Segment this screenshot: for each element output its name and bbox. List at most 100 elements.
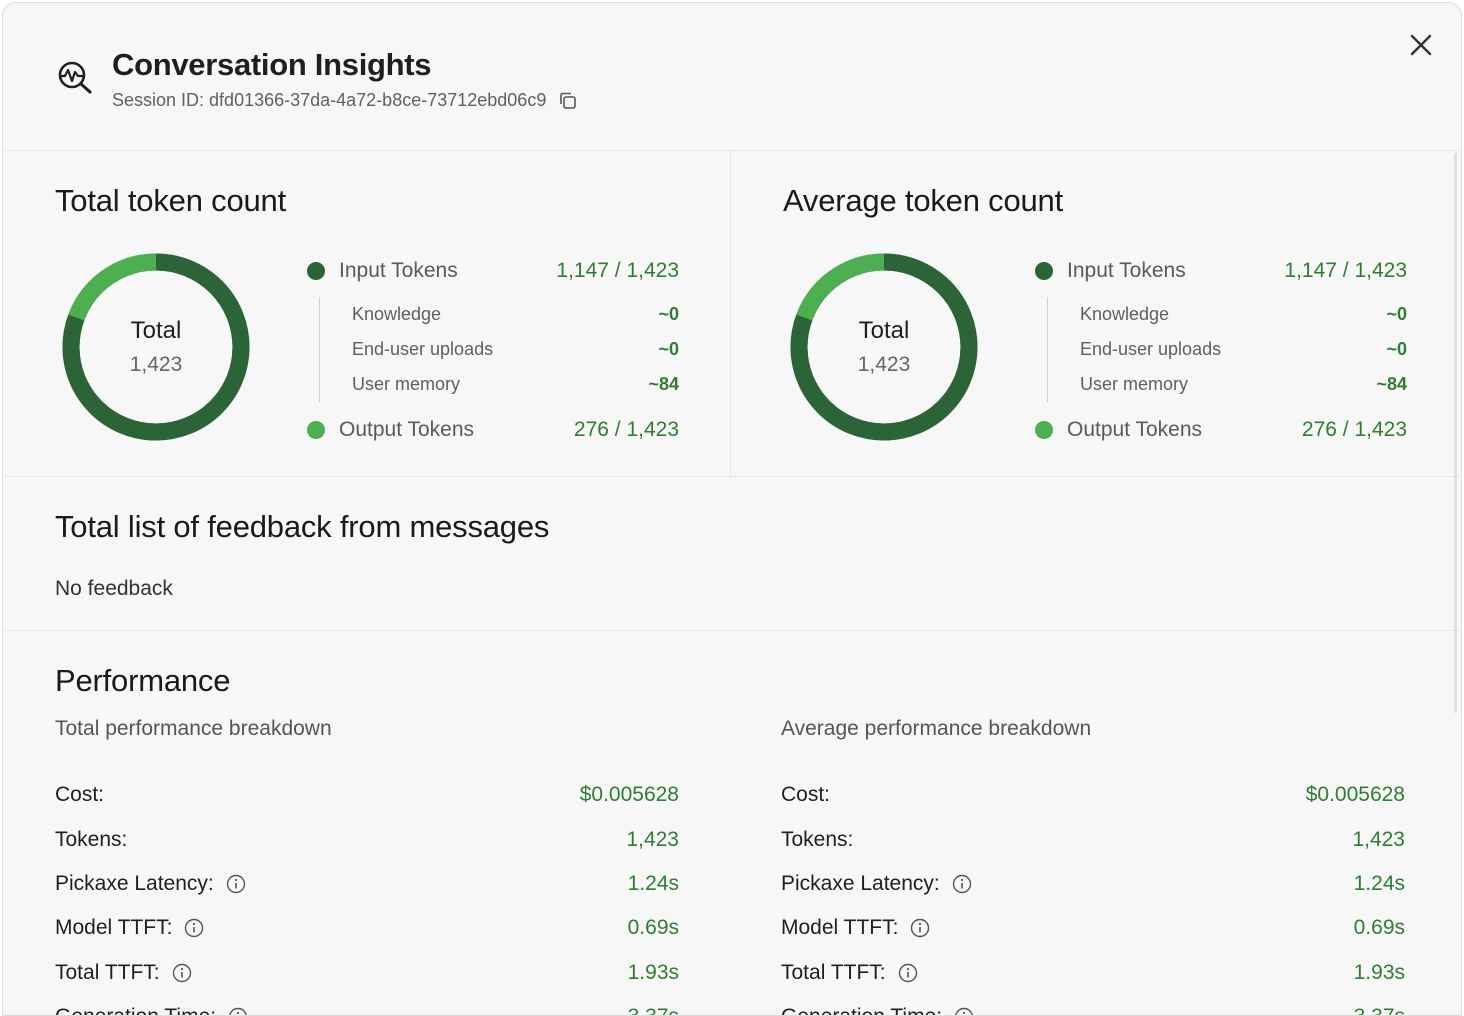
session-id: Session ID: dfd01366-37da-4a72-b8ce-7371… — [112, 90, 578, 111]
total-token-card: Total token count Total 1,423 Input Toke… — [3, 151, 731, 477]
average-performance: Average performance breakdown Cost: $0.0… — [781, 717, 1405, 1016]
perf-row-total-ttft: Total TTFT: 1.93s — [55, 951, 679, 995]
info-icon[interactable] — [910, 918, 930, 938]
perf-label: Total TTFT: — [781, 960, 886, 984]
feedback-section: Total list of feedback from messages No … — [3, 477, 1461, 631]
perf-value: 1,423 — [1352, 827, 1405, 851]
average-token-title: Average token count — [783, 183, 1063, 218]
perf-value: 1.24s — [627, 871, 679, 895]
perf-row-pickaxe-latency: Pickaxe Latency: 1.24s — [781, 862, 1405, 906]
breakdown-value: ~0 — [658, 339, 679, 359]
breakdown-label: User memory — [1080, 374, 1189, 394]
total-token-donut — [62, 253, 250, 441]
breakdown-end-user-uploads: End-user uploads ~0 — [1080, 332, 1407, 367]
info-icon[interactable] — [952, 874, 972, 894]
total-token-legend: Input Tokens 1,147 / 1,423 Knowledge ~0 … — [307, 255, 679, 446]
performance-section: Performance Total performance breakdown … — [3, 631, 1461, 1016]
perf-row-pickaxe-latency: Pickaxe Latency: 1.24s — [55, 862, 679, 906]
breakdown-value: ~84 — [1376, 374, 1407, 394]
legend-output-tokens: Output Tokens 276 / 1,423 — [1035, 414, 1407, 446]
perf-value: 1.93s — [1353, 960, 1405, 984]
total-performance: Total performance breakdown Cost: $0.005… — [55, 717, 679, 1016]
info-icon[interactable] — [954, 1007, 974, 1016]
input-dot — [1035, 262, 1053, 280]
breakdown-label: End-user uploads — [1080, 339, 1222, 359]
average-token-donut — [790, 253, 978, 441]
perf-row-generation-time: Generation Time: 3.37s — [55, 995, 679, 1016]
breakdown-user-memory: User memory ~84 — [352, 367, 679, 402]
legend-output-tokens: Output Tokens 276 / 1,423 — [307, 414, 679, 446]
average-token-card: Average token count Total 1,423 Input To… — [731, 151, 1457, 477]
perf-label: Cost: — [781, 783, 831, 807]
perf-label: Pickaxe Latency: — [55, 871, 214, 895]
session-id-text: Session ID: dfd01366-37da-4a72-b8ce-7371… — [112, 90, 547, 110]
info-icon[interactable] — [226, 874, 246, 894]
donut-center-value: 1,423 — [857, 353, 911, 376]
perf-value: 1,423 — [626, 827, 679, 851]
perf-value: 0.69s — [627, 916, 679, 940]
breakdown-value: ~0 — [1386, 304, 1407, 324]
breakdown-label: User memory — [352, 374, 461, 394]
perf-label: Model TTFT: — [55, 916, 173, 940]
legend-label: Output Tokens — [1067, 418, 1203, 441]
perf-label: Generation Time: — [781, 1005, 942, 1015]
breakdown-value: ~0 — [1386, 339, 1407, 359]
legend-label: Output Tokens — [339, 418, 475, 441]
perf-label: Pickaxe Latency: — [781, 871, 940, 895]
donut-segment-input — [62, 253, 250, 441]
total-performance-subtitle: Total performance breakdown — [55, 717, 332, 740]
magnify-pulse-icon — [58, 61, 92, 94]
donut-segment-input — [790, 253, 978, 441]
no-feedback-text: No feedback — [55, 577, 173, 600]
legend-value: 276 / 1,423 — [573, 418, 679, 441]
perf-row-generation-time: Generation Time: 3.37s — [781, 995, 1405, 1016]
legend-label: Input Tokens — [1067, 259, 1186, 282]
legend-value: 276 / 1,423 — [1301, 418, 1407, 441]
perf-value: 3.37s — [1354, 1005, 1405, 1015]
legend-value: 1,147 / 1,423 — [556, 259, 679, 282]
perf-row-model-ttft: Model TTFT: 0.69s — [55, 906, 679, 950]
perf-value: 1.24s — [1353, 871, 1405, 895]
breakdown-end-user-uploads: End-user uploads ~0 — [352, 332, 679, 367]
breakdown-knowledge: Knowledge ~0 — [1080, 297, 1407, 332]
perf-row-model-ttft: Model TTFT: 0.69s — [781, 906, 1405, 950]
info-icon[interactable] — [898, 963, 918, 983]
perf-label: Tokens: — [55, 827, 128, 851]
legend-value: 1,147 / 1,423 — [1284, 259, 1407, 282]
breakdown-value: ~0 — [658, 304, 679, 324]
perf-row-total-ttft: Total TTFT: 1.93s — [781, 951, 1405, 995]
perf-value: 3.37s — [628, 1005, 679, 1015]
output-dot — [1035, 421, 1053, 439]
info-icon[interactable] — [184, 918, 204, 938]
breakdown-user-memory: User memory ~84 — [1080, 367, 1407, 402]
modal-header: Conversation Insights Session ID: dfd013… — [3, 3, 1461, 151]
legend-input-tokens: Input Tokens 1,147 / 1,423 — [307, 255, 679, 287]
modal-title: Conversation Insights — [112, 47, 432, 82]
output-dot — [307, 421, 325, 439]
breakdown-label: End-user uploads — [352, 339, 494, 359]
donut-center: Total 1,423 — [61, 252, 251, 442]
close-icon[interactable] — [1409, 33, 1433, 57]
info-icon[interactable] — [228, 1007, 248, 1016]
breakdown-label: Knowledge — [1080, 304, 1170, 324]
perf-value: 0.69s — [1353, 916, 1405, 940]
token-count-row: Total token count Total 1,423 Input Toke… — [3, 151, 1461, 477]
perf-label: Cost: — [55, 783, 105, 807]
copy-icon[interactable] — [558, 91, 578, 111]
info-icon[interactable] — [172, 963, 192, 983]
scrollbar[interactable] — [1454, 153, 1457, 713]
average-performance-subtitle: Average performance breakdown — [781, 717, 1092, 740]
feedback-title: Total list of feedback from messages — [55, 509, 550, 544]
legend-label: Input Tokens — [339, 259, 458, 282]
perf-value: $0.005628 — [579, 783, 679, 807]
input-breakdown: Knowledge ~0 End-user uploads ~0 User me… — [319, 297, 679, 402]
perf-value: 1.93s — [627, 960, 679, 984]
perf-label: Model TTFT: — [781, 916, 899, 940]
perf-row-tokens: Tokens: 1,423 — [55, 817, 679, 861]
input-dot — [307, 262, 325, 280]
performance-title: Performance — [55, 663, 231, 698]
perf-row-cost: Cost: $0.005628 — [55, 773, 679, 817]
donut-center-value: 1,423 — [129, 353, 183, 376]
total-token-title: Total token count — [55, 183, 286, 218]
